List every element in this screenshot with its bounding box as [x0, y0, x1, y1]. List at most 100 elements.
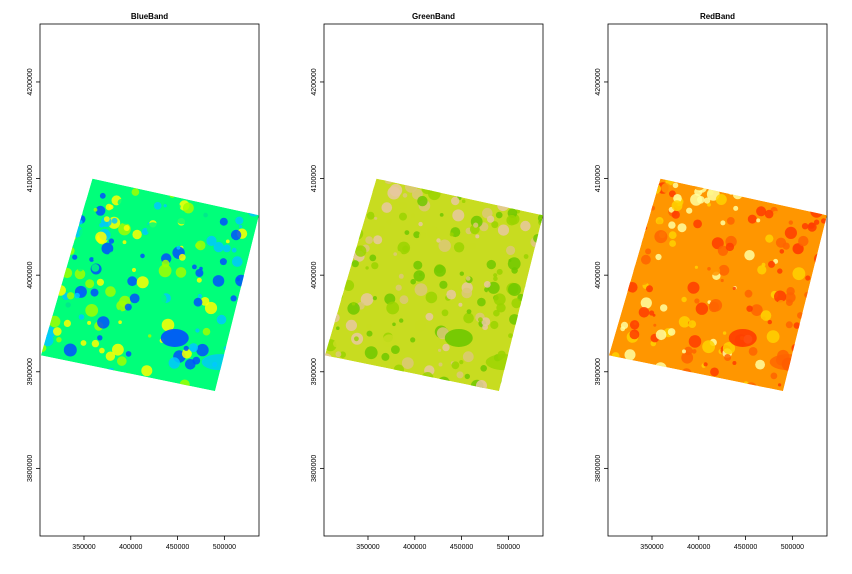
raster-cell: [63, 319, 71, 327]
panel-greenband: GreenBand 350000 400000 450000 500000 380000…: [311, 12, 544, 551]
raster-cell: [97, 335, 103, 341]
raster-cell: [668, 231, 677, 240]
raster-cell: [765, 234, 774, 243]
raster-cell: [686, 257, 695, 265]
raster-cell: [99, 192, 106, 199]
raster-cell: [418, 221, 423, 227]
panel-title: GreenBand: [412, 12, 455, 21]
raster-cell: [175, 267, 187, 278]
y-tick-label: 4200000: [27, 68, 34, 95]
raster-cell: [74, 268, 86, 280]
raster-cell: [793, 322, 801, 329]
raster-cell: [222, 244, 231, 253]
raster-cell: [216, 314, 227, 325]
raster-cell: [451, 196, 460, 206]
raster-cell: [655, 253, 662, 261]
raster-cell: [56, 337, 62, 343]
raster-cell: [653, 323, 657, 327]
raster-cell: [477, 297, 486, 307]
raster-cell: [725, 200, 734, 209]
raster-cell: [93, 207, 98, 212]
raster-cell: [718, 264, 730, 276]
x-tick-label: 350000: [356, 544, 379, 551]
raster-cell: [677, 223, 687, 233]
raster-cell: [784, 226, 798, 239]
raster-cell: [808, 222, 815, 229]
y-tick-label: 3800000: [311, 455, 318, 482]
raster-cell: [187, 307, 195, 315]
raster-cell: [453, 242, 465, 253]
raster-cell: [627, 282, 638, 293]
raster-cell: [183, 345, 189, 351]
raster-cell: [746, 305, 753, 312]
raster-cell: [673, 194, 682, 203]
raster-cell: [722, 342, 736, 355]
raster-cell: [786, 299, 793, 306]
raster-cell: [372, 296, 377, 301]
raster-bay: [728, 328, 757, 347]
raster-cell: [480, 365, 488, 372]
x-tick-label: 500000: [781, 544, 804, 551]
raster-cell: [669, 240, 676, 247]
raster-cell: [466, 309, 472, 314]
raster-cell: [381, 202, 393, 213]
raster-cell: [523, 254, 529, 259]
raster-cell: [465, 276, 471, 281]
raster-cell: [732, 361, 737, 365]
raster-cell: [487, 215, 495, 223]
raster-cell: [508, 283, 521, 296]
raster-cell: [694, 258, 704, 267]
raster-cell: [192, 356, 201, 365]
raster-bay: [444, 328, 473, 347]
raster-cell: [373, 235, 383, 245]
raster-cell: [451, 361, 460, 370]
raster-cell: [231, 247, 237, 253]
raster-cell: [136, 276, 149, 289]
raster-cell: [486, 259, 496, 270]
raster-cell: [111, 217, 118, 224]
raster-cell: [456, 371, 464, 379]
raster-cell: [212, 275, 225, 287]
raster-cell: [247, 216, 257, 225]
raster-cell: [395, 284, 402, 291]
raster-cell: [414, 319, 427, 332]
raster-cell: [112, 343, 124, 356]
raster-cell: [176, 245, 181, 250]
raster-cell: [99, 347, 105, 354]
raster-cell: [694, 265, 699, 269]
raster-cell: [198, 203, 206, 210]
raster-cell: [365, 236, 373, 244]
raster-cell: [688, 335, 702, 348]
raster-base: [324, 178, 543, 392]
y-tick-label: 4100000: [595, 165, 602, 192]
raster-cell: [121, 258, 128, 266]
raster-cell: [774, 290, 787, 303]
y-tick-label: 4200000: [595, 68, 602, 95]
raster-cell: [108, 251, 120, 263]
raster-cell: [463, 312, 474, 324]
raster-cell: [193, 297, 203, 307]
raster-cell: [374, 216, 378, 220]
raster-cell: [747, 214, 757, 224]
x-tick-label: 400000: [687, 544, 710, 551]
raster-cell: [392, 322, 396, 327]
raster-cell: [508, 333, 513, 339]
panel-title: BlueBand: [131, 12, 168, 21]
raster-cell: [691, 348, 697, 354]
raster-cell: [687, 281, 700, 294]
raster-cell: [442, 343, 450, 352]
raster-cell: [461, 199, 466, 203]
raster-cell: [750, 304, 763, 316]
raster-cell: [478, 317, 483, 323]
raster-cell: [195, 328, 200, 333]
raster-cell: [771, 210, 781, 221]
raster-cell: [493, 309, 500, 317]
panel-blueband: BlueBand 350000 400000 450000 500000 3800000…: [27, 12, 260, 551]
raster-cell: [190, 346, 197, 352]
raster-cell: [219, 217, 228, 226]
raster-cell: [176, 204, 181, 209]
raster-cell: [462, 351, 474, 363]
raster-cell: [158, 264, 172, 278]
raster-cell: [181, 348, 192, 359]
raster-cell: [726, 217, 735, 225]
